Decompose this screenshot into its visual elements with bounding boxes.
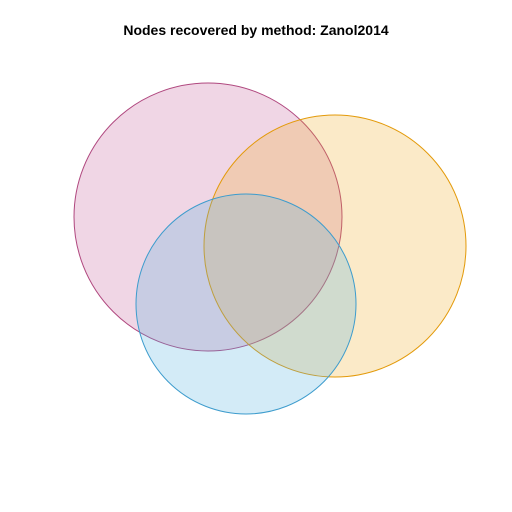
- set-circle-blue: [135, 193, 357, 415]
- set-circle-orange: [203, 114, 467, 378]
- diagram-title: Nodes recovered by method: Zanol2014: [123, 22, 389, 38]
- set-circle-pink: [73, 82, 343, 352]
